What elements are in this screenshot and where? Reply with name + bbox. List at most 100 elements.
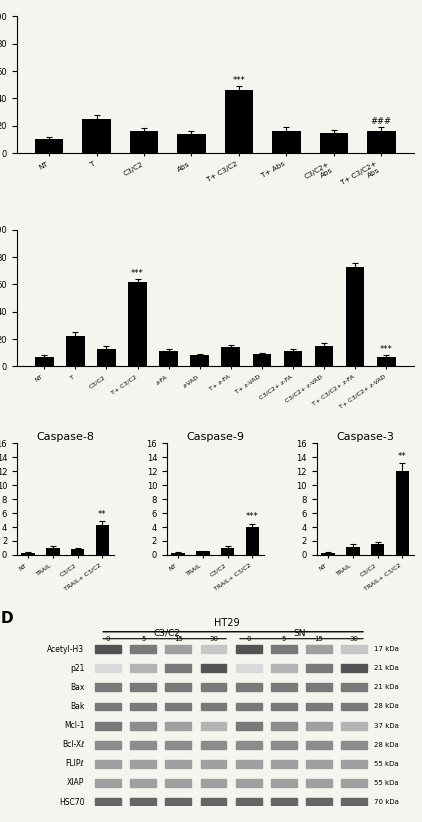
Bar (236, 741, 262, 749)
Bar (315, 346, 333, 367)
Text: 15: 15 (314, 636, 323, 642)
Bar (306, 664, 332, 672)
Bar (236, 779, 262, 787)
Title: Caspase-3: Caspase-3 (336, 432, 394, 442)
Text: 28 kDa: 28 kDa (374, 741, 399, 748)
Text: FLIPℓ: FLIPℓ (66, 760, 84, 769)
Text: **: ** (398, 451, 407, 460)
Bar (271, 741, 297, 749)
Bar (284, 351, 302, 367)
Bar (96, 525, 109, 555)
Title: Caspase-9: Caspase-9 (186, 432, 244, 442)
Bar (165, 683, 191, 691)
Text: **: ** (98, 510, 107, 519)
Bar (130, 645, 156, 653)
Bar (95, 779, 121, 787)
Bar (165, 798, 191, 806)
Bar (236, 722, 262, 729)
Bar (221, 548, 235, 555)
Bar (21, 553, 35, 555)
Bar (341, 664, 367, 672)
Text: ###: ### (371, 117, 392, 126)
Bar (319, 132, 348, 153)
Bar (225, 90, 253, 153)
Bar (272, 132, 300, 153)
Bar (341, 760, 367, 768)
Bar (130, 703, 156, 710)
Bar (341, 703, 367, 710)
Bar (252, 354, 271, 367)
Bar (97, 349, 116, 367)
Bar (271, 722, 297, 729)
Title: Caspase-8: Caspase-8 (36, 432, 94, 442)
Text: 37 kDa: 37 kDa (374, 723, 399, 728)
Text: 21 kDa: 21 kDa (374, 685, 399, 690)
Bar (377, 357, 395, 367)
Bar (341, 741, 367, 749)
Bar (200, 683, 227, 691)
Bar (271, 760, 297, 768)
Bar (341, 798, 367, 806)
Bar (35, 357, 54, 367)
Bar (95, 760, 121, 768)
Bar (246, 527, 259, 555)
Bar (165, 722, 191, 729)
Bar (82, 119, 111, 153)
Text: 55 kDa: 55 kDa (374, 761, 398, 767)
Text: 0: 0 (106, 636, 111, 642)
Text: XIAP: XIAP (67, 778, 84, 787)
Bar (236, 703, 262, 710)
Bar (130, 722, 156, 729)
Bar (95, 683, 121, 691)
Text: 5: 5 (141, 636, 146, 642)
Bar (165, 741, 191, 749)
Bar (341, 722, 367, 729)
Bar (271, 683, 297, 691)
Text: Bak: Bak (70, 702, 84, 711)
Bar (236, 645, 262, 653)
Text: ***: *** (131, 269, 144, 278)
Bar (200, 703, 227, 710)
Text: Bax: Bax (70, 683, 84, 692)
Bar (130, 798, 156, 806)
Bar (200, 798, 227, 806)
Bar (271, 798, 297, 806)
Bar (171, 553, 185, 555)
Bar (346, 547, 360, 555)
Bar (177, 134, 206, 153)
Bar (200, 664, 227, 672)
Text: 17 kDa: 17 kDa (374, 646, 399, 652)
Bar (196, 552, 210, 555)
Text: 5: 5 (281, 636, 286, 642)
Text: Mcl-1: Mcl-1 (64, 721, 84, 730)
Bar (66, 336, 85, 367)
Bar (130, 779, 156, 787)
Bar (95, 722, 121, 729)
Text: HSC70: HSC70 (59, 797, 84, 806)
Bar (130, 132, 158, 153)
Bar (35, 140, 63, 153)
Bar (165, 664, 191, 672)
Bar (128, 282, 147, 367)
Bar (190, 355, 209, 367)
Bar (95, 798, 121, 806)
Bar (236, 683, 262, 691)
Bar (321, 553, 335, 555)
Bar (346, 266, 365, 367)
Bar (306, 760, 332, 768)
Bar (271, 779, 297, 787)
Bar (165, 645, 191, 653)
Text: C3/C2: C3/C2 (153, 629, 180, 638)
Text: ***: *** (246, 512, 259, 521)
Bar (306, 798, 332, 806)
Bar (236, 760, 262, 768)
Bar (271, 703, 297, 710)
Bar (95, 645, 121, 653)
Bar (341, 683, 367, 691)
Bar (159, 351, 178, 367)
Bar (200, 779, 227, 787)
Bar (271, 645, 297, 653)
Bar (367, 132, 395, 153)
Bar (306, 722, 332, 729)
Bar (130, 741, 156, 749)
